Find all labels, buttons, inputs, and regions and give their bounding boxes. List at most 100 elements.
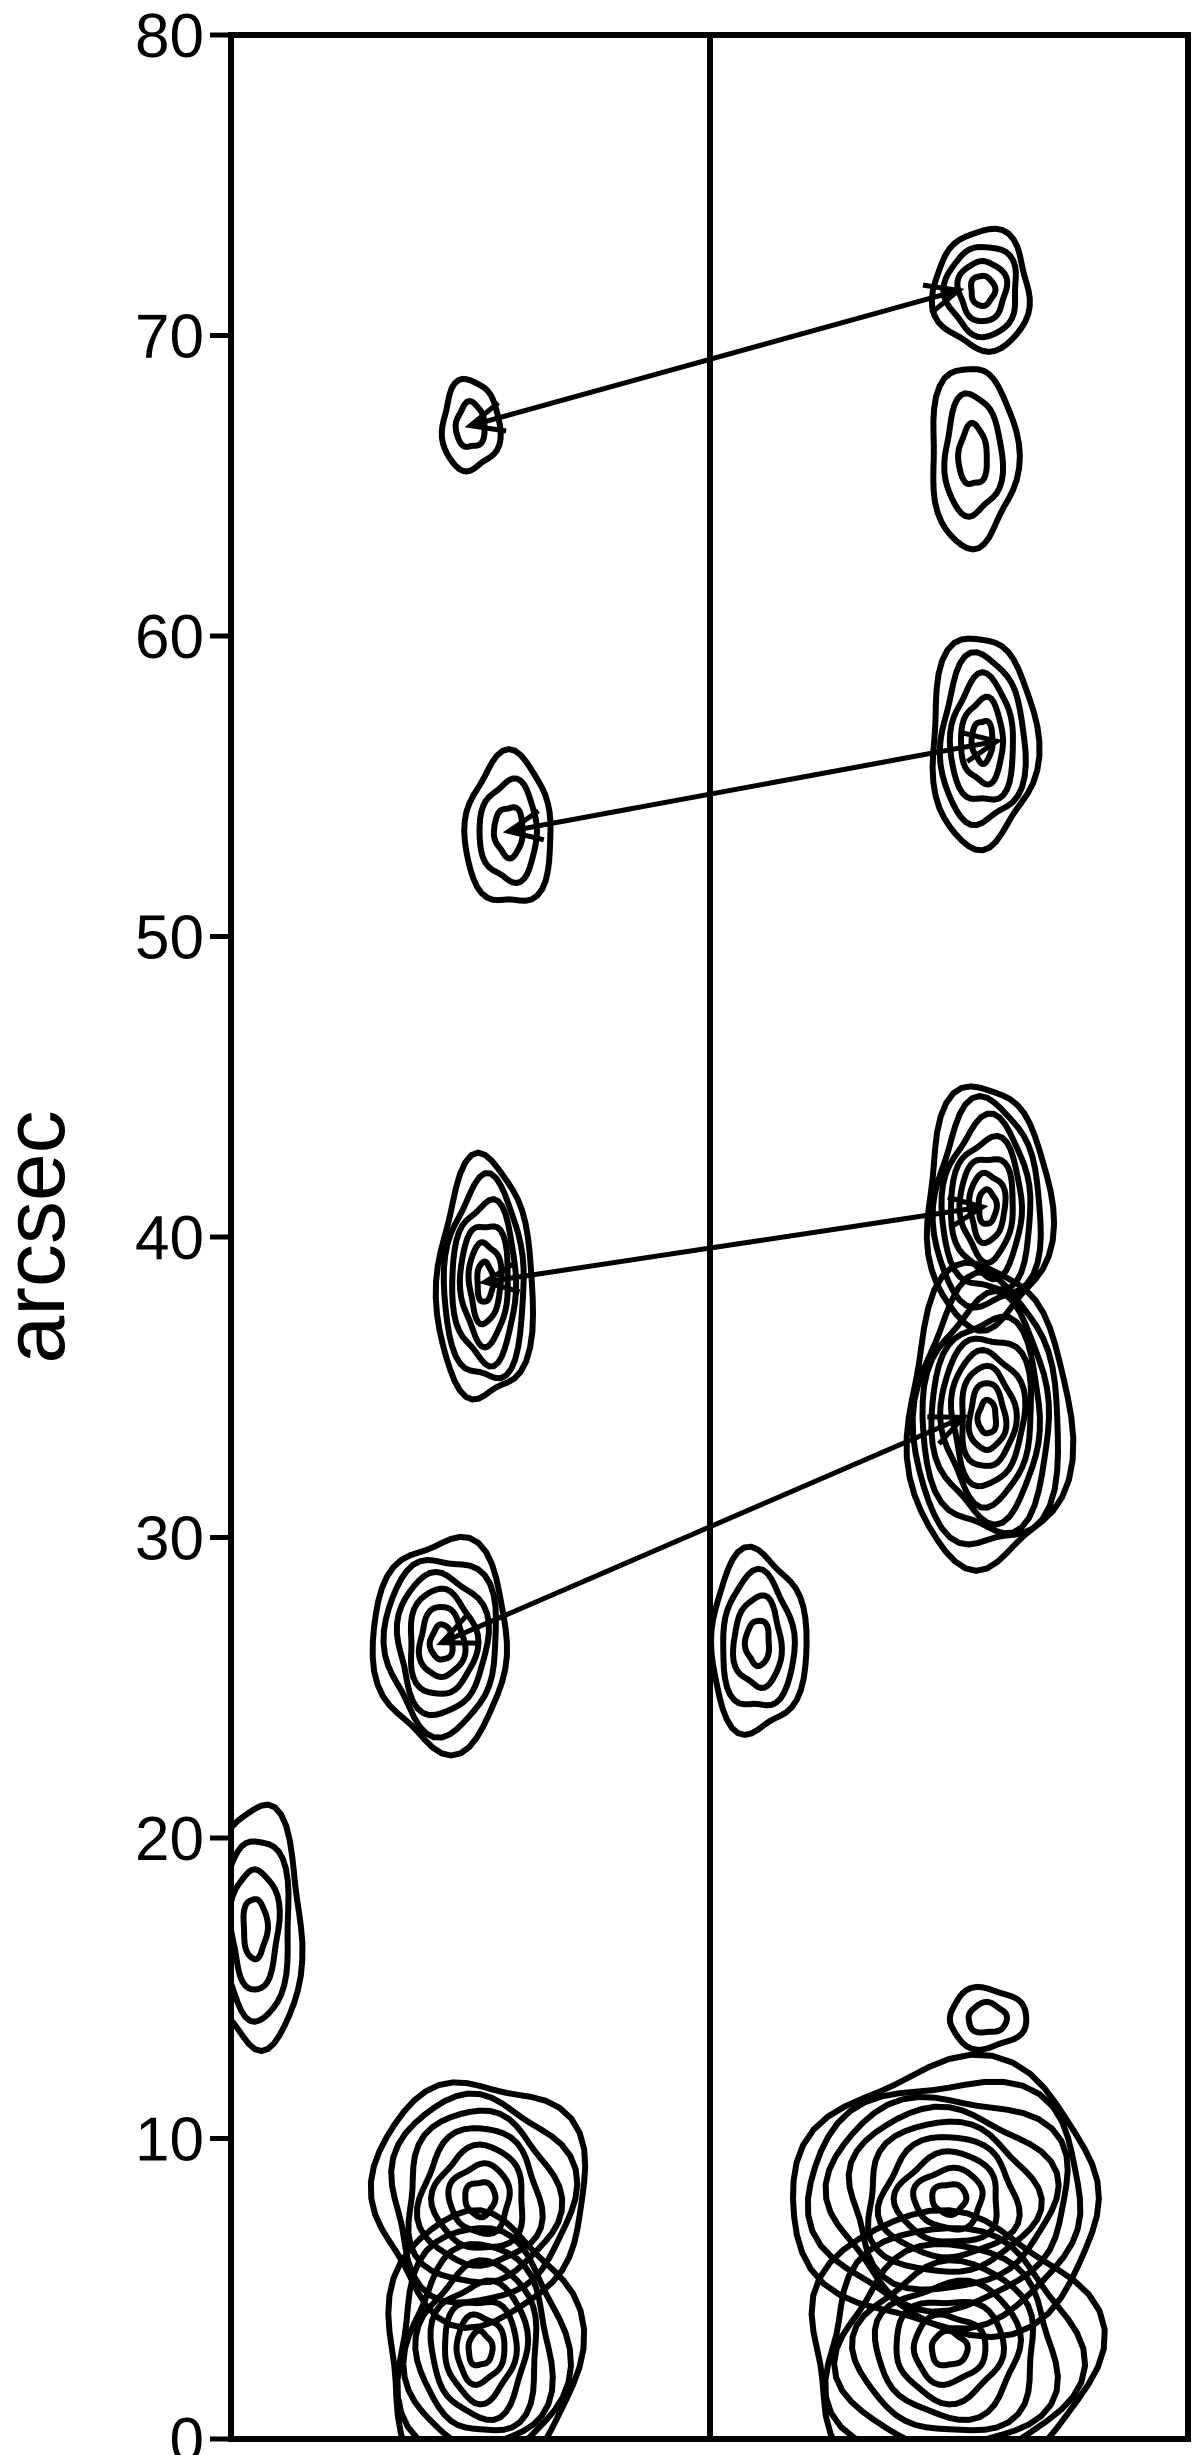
contour-line — [741, 1617, 772, 1670]
contour-line — [929, 1093, 1044, 1311]
contour-line — [449, 1196, 520, 1370]
contour-line — [790, 2051, 1102, 2341]
contour-line — [476, 775, 540, 886]
contour-line — [919, 1288, 1052, 1537]
y-tick-label: 20 — [135, 1805, 204, 1874]
contour-line — [440, 1170, 527, 1382]
contour-line — [438, 375, 504, 475]
contour-line — [730, 1592, 785, 1691]
contour-line — [405, 2107, 566, 2286]
arrow-shaft — [484, 1204, 983, 1285]
y-tick-label: 0 — [170, 2406, 204, 2455]
contour-line — [938, 1110, 1034, 1293]
contour-line — [426, 1621, 456, 1663]
contour-line — [965, 1380, 1010, 1454]
feature-arrow — [502, 730, 1003, 843]
contour-line — [929, 635, 1043, 854]
arrowhead-start — [502, 808, 545, 843]
contour-line — [445, 2160, 513, 2237]
feature-arrow — [478, 1194, 989, 1295]
panel-right — [708, 225, 1108, 2439]
arrowhead-end — [947, 1194, 989, 1229]
contour-line — [465, 2327, 496, 2369]
contour-line — [968, 272, 999, 309]
contour-line — [465, 1239, 505, 1328]
contour-line — [427, 2277, 532, 2423]
contour-line — [954, 258, 1011, 325]
y-tick-label: 40 — [135, 1204, 204, 1273]
arrowhead-start — [464, 400, 507, 434]
contour-line — [442, 2299, 520, 2408]
contour-line — [871, 2277, 1024, 2423]
contour-line — [923, 1083, 1058, 1334]
contour-line — [369, 1533, 510, 1759]
contour-line — [965, 1998, 1010, 2036]
contour-line — [928, 2327, 971, 2369]
contour-line — [831, 2241, 1061, 2439]
contour-line — [380, 1557, 499, 1741]
contour-line — [946, 1983, 1030, 2053]
contour-line — [461, 746, 554, 904]
contour-line — [974, 1396, 999, 1437]
y-axis-title: arcsec — [0, 1110, 83, 1363]
contour-line — [456, 1223, 511, 1351]
arrow-layer — [436, 282, 1003, 1646]
arrowhead-end — [922, 282, 965, 316]
contour-line — [910, 2311, 989, 2388]
contour-line — [231, 1866, 283, 1993]
contour-line — [968, 718, 996, 767]
contour-line — [874, 2134, 1023, 2261]
contour-line — [231, 1801, 306, 2054]
contour-line — [955, 420, 990, 487]
contour-line — [928, 225, 1033, 355]
contour-line — [930, 366, 1023, 553]
contour-line — [462, 2179, 499, 2221]
arrowhead-start — [478, 1260, 521, 1295]
contour-line — [490, 804, 526, 862]
arrow-shaft — [469, 288, 960, 429]
contour-line — [240, 1896, 271, 1963]
y-tick-label: 30 — [135, 1505, 204, 1574]
contour-line — [393, 1568, 492, 1719]
contour-line — [890, 2148, 1000, 2245]
contour-line — [958, 693, 1007, 788]
contour-layer — [231, 225, 1108, 2439]
contour-line — [910, 2164, 986, 2233]
arrow-shaft — [440, 1415, 965, 1645]
contour-line — [865, 2118, 1045, 2275]
y-tick-label: 70 — [135, 303, 204, 372]
contour-line — [407, 1585, 482, 1697]
contour-line — [822, 2094, 1071, 2315]
arrow-shaft — [508, 738, 998, 834]
contour-line — [941, 390, 1006, 520]
contour-line — [231, 1838, 292, 2025]
contour-line — [428, 2141, 526, 2251]
contour-line — [432, 1149, 536, 1403]
arrowhead-end — [927, 1414, 969, 1446]
panel-left — [231, 375, 589, 2439]
arrowhead-end — [961, 730, 1003, 764]
contour-line — [946, 669, 1016, 803]
y-tick-label: 80 — [135, 2, 204, 71]
contour-line — [474, 1258, 497, 1305]
y-tick-label: 50 — [135, 904, 204, 973]
arrowhead-start — [436, 1614, 478, 1646]
contour-line — [929, 2181, 970, 2218]
feature-arrow — [436, 1414, 969, 1646]
contour-line — [948, 1132, 1025, 1283]
contour-line — [415, 1604, 469, 1681]
contour-line — [385, 2207, 588, 2439]
contour-line — [720, 1565, 798, 1709]
contour-line — [936, 649, 1029, 828]
contour-line — [414, 2125, 546, 2269]
y-tick-label: 60 — [135, 603, 204, 672]
y-axis: 0 10 20 30 40 50 60 70 80 — [135, 2, 231, 2455]
contour-line — [452, 398, 488, 450]
contour-line — [805, 2078, 1084, 2332]
contour-line — [845, 2103, 1062, 2293]
contour-line — [956, 1156, 1016, 1267]
contour-line — [367, 2079, 589, 2331]
feature-arrow — [464, 282, 965, 434]
contour-line — [388, 2090, 581, 2306]
